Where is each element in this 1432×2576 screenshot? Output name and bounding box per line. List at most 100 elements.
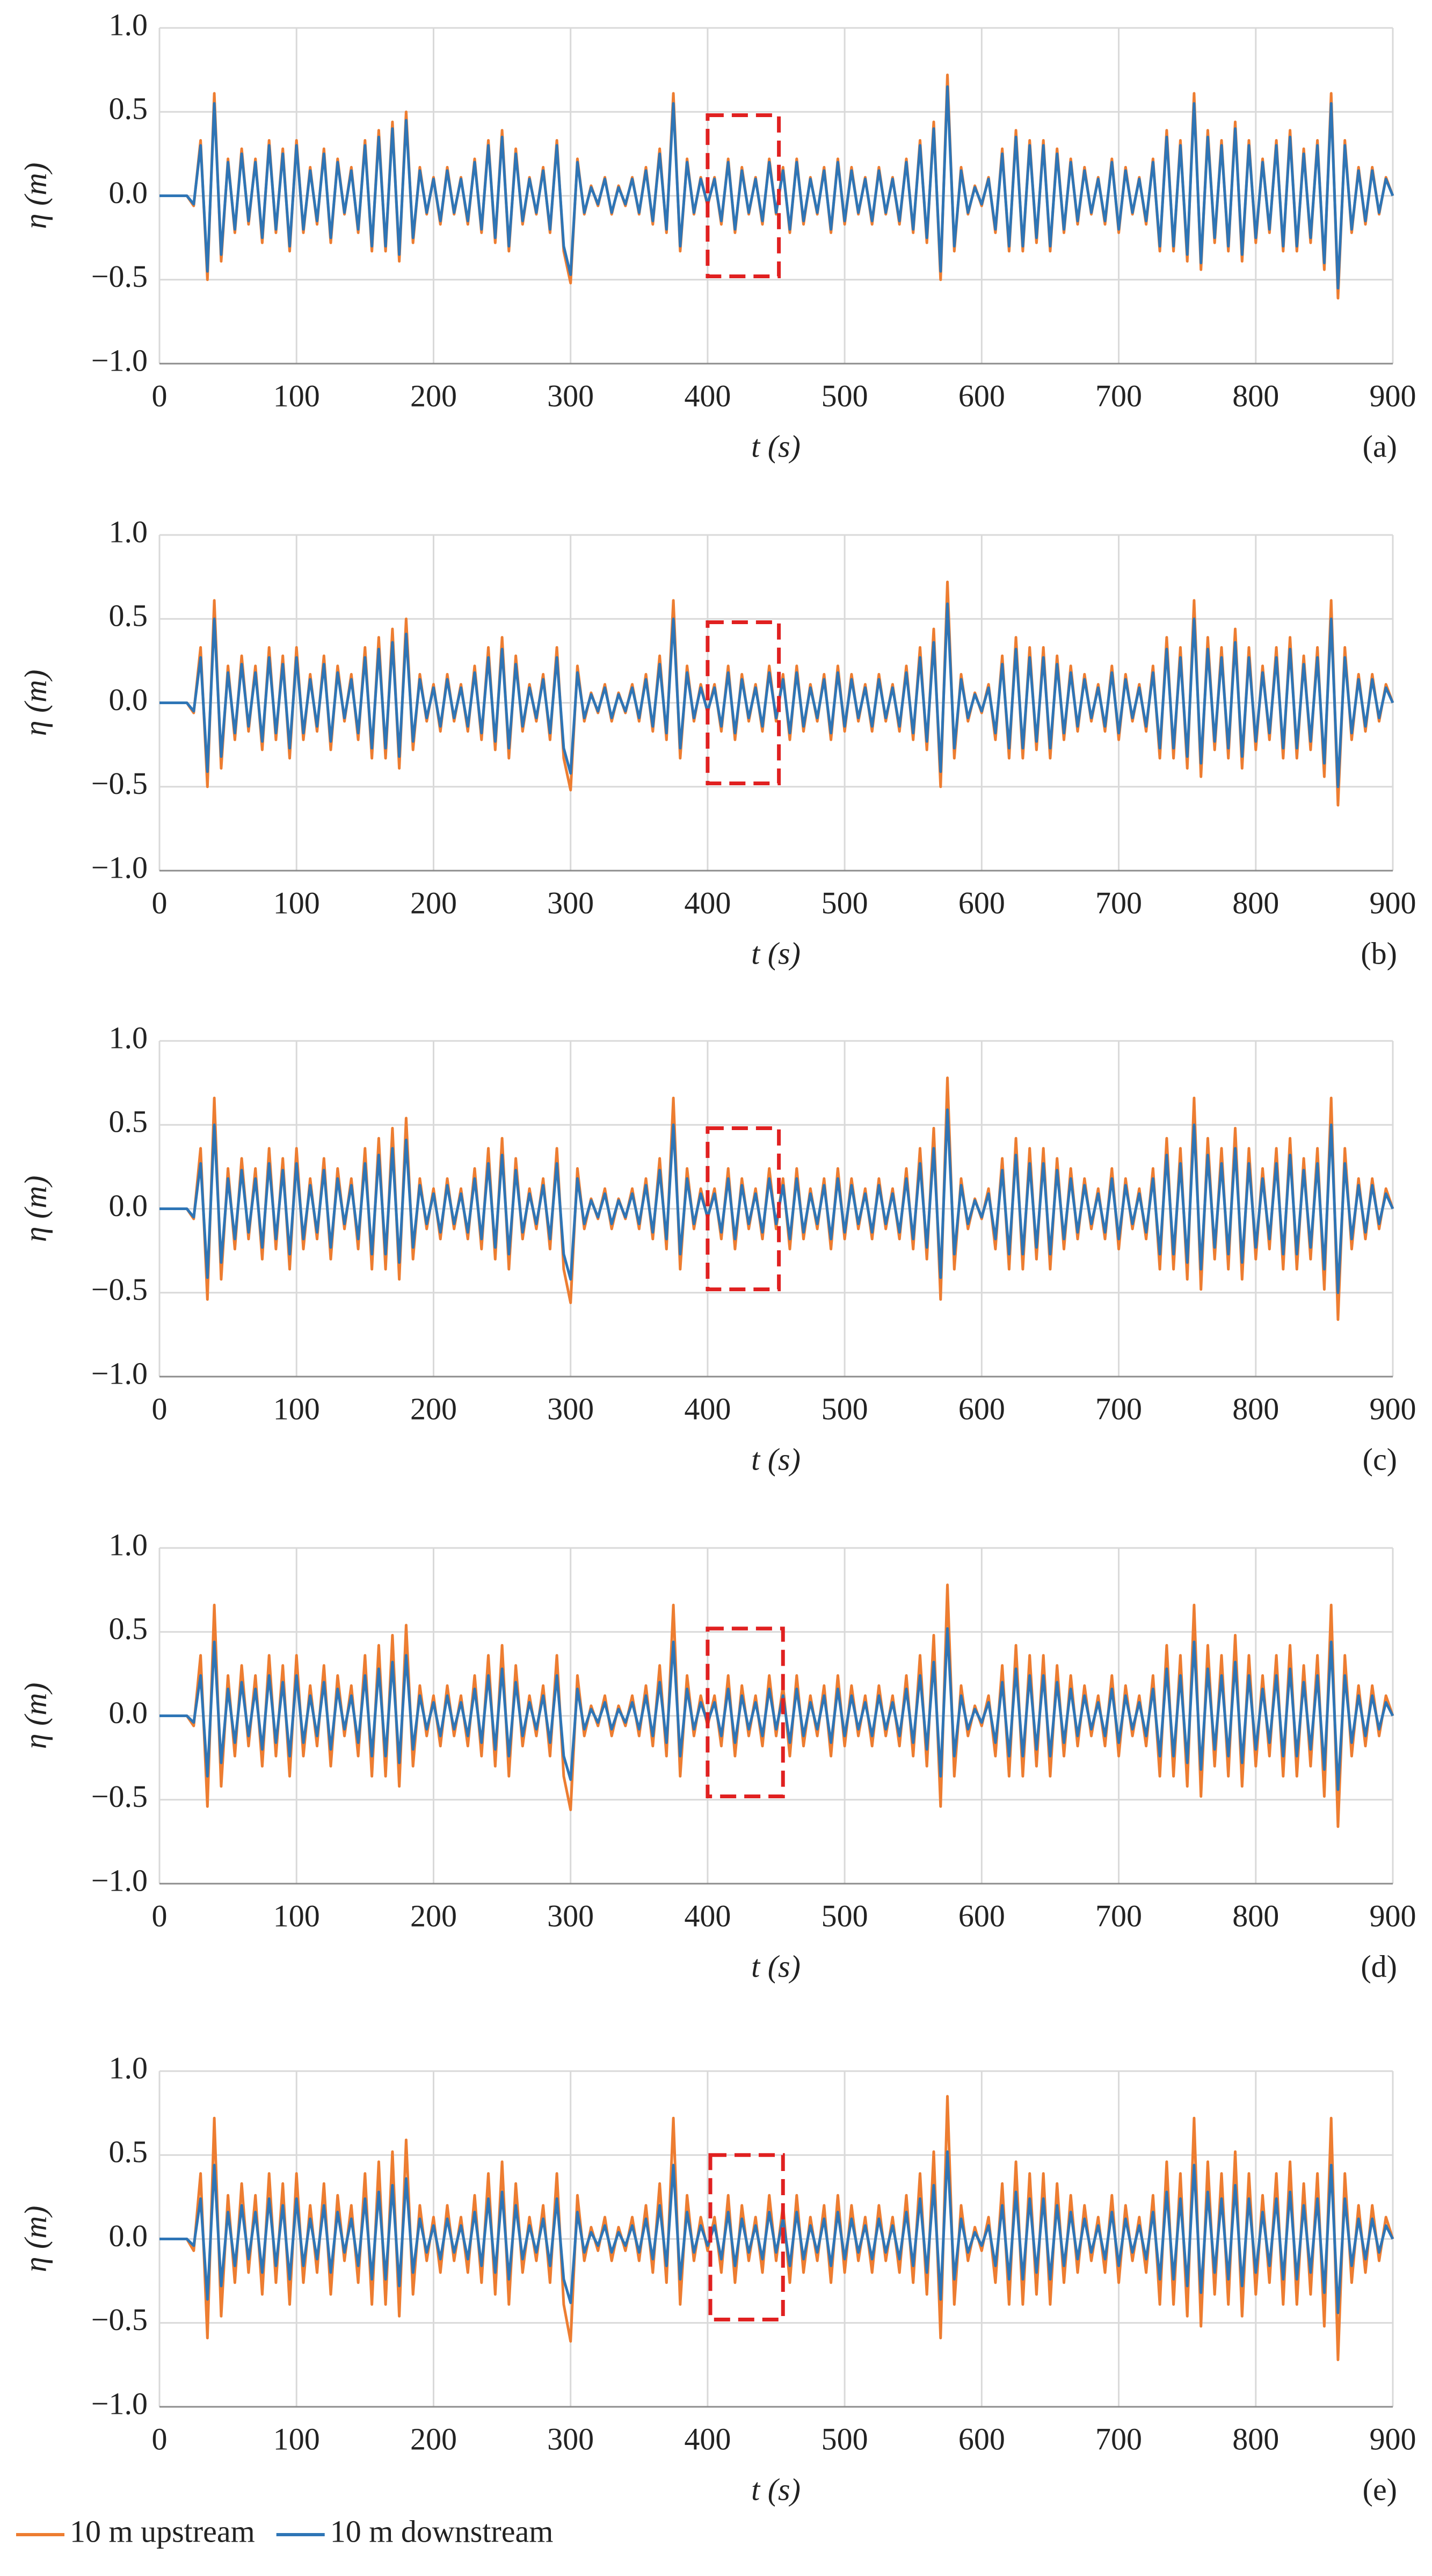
- panel-label: (e): [1363, 2472, 1397, 2507]
- y-axis-title: η (m): [18, 1176, 53, 1242]
- panel-label: (a): [1363, 429, 1397, 464]
- highlight-box: [706, 113, 781, 278]
- panel: −1.0 −0.5 0.0 0.5 1.0 0 100 200 300 400 500 600 700 8…: [18, 514, 1416, 971]
- x-tick-label: 0: [152, 378, 168, 413]
- series-line: [159, 85, 1394, 290]
- highlight-box: [706, 1626, 785, 1798]
- x-tick-label: 700: [1095, 1391, 1142, 1426]
- y-tick-label: 0.5: [109, 1611, 148, 1646]
- y-tick-label: 0.5: [109, 91, 148, 126]
- y-tick-label: 0.0: [109, 1188, 148, 1223]
- x-tick-label: 0: [152, 885, 168, 920]
- x-tick-label: 400: [684, 1391, 731, 1426]
- highlight-box: [708, 2153, 785, 2321]
- y-tick-label: 1.0: [109, 1527, 148, 1562]
- x-tick-label: 600: [958, 2421, 1005, 2456]
- x-tick-label: 700: [1095, 2421, 1142, 2456]
- x-tick-label: 200: [410, 378, 457, 413]
- panel: −1.0 −0.5 0.0 0.5 1.0 0 100 200 300 400 500 600 700 8…: [18, 7, 1416, 464]
- x-tick-label: 700: [1095, 378, 1142, 413]
- x-tick-label: 200: [410, 1391, 457, 1426]
- x-tick-label: 0: [152, 2421, 168, 2456]
- y-tick-label: −1.0: [91, 1863, 148, 1898]
- y-tick-label: 0.5: [109, 1104, 148, 1139]
- x-tick-label: 500: [822, 378, 868, 413]
- y-axis-title: η (m): [18, 1683, 53, 1749]
- series-line: [159, 74, 1394, 300]
- x-axis-title: t (s): [751, 1949, 801, 1984]
- y-axis-title: η (m): [18, 670, 53, 736]
- x-tick-label: 500: [822, 2421, 868, 2456]
- x-tick-label: 100: [273, 378, 320, 413]
- series-line: [159, 1076, 1394, 1321]
- y-tick-label: 0.0: [109, 1695, 148, 1730]
- panel-label: (b): [1361, 936, 1397, 971]
- x-tick-label: 100: [273, 2421, 320, 2456]
- y-tick-label: −0.5: [91, 2302, 148, 2337]
- y-tick-label: −1.0: [91, 343, 148, 378]
- panel: −1.0 −0.5 0.0 0.5 1.0 0 100 200 300 400 500 600 700 8…: [18, 1020, 1416, 1477]
- y-tick-label: 0.5: [109, 2134, 148, 2169]
- y-tick-label: 0.5: [109, 598, 148, 633]
- series-line: [159, 1583, 1394, 1828]
- x-tick-label: 0: [152, 1898, 168, 1933]
- y-tick-label: −0.5: [91, 766, 148, 801]
- highlight-box: [706, 1126, 781, 1291]
- y-axis-title: η (m): [18, 2206, 53, 2273]
- x-tick-label: 400: [684, 1898, 731, 1933]
- x-tick-label: 600: [958, 885, 1005, 920]
- x-tick-label: 600: [958, 1391, 1005, 1426]
- x-tick-label: 300: [547, 885, 594, 920]
- y-axis-title: η (m): [18, 163, 53, 229]
- x-tick-label: 900: [1370, 885, 1416, 920]
- x-tick-label: 900: [1370, 378, 1416, 413]
- x-tick-label: 300: [547, 378, 594, 413]
- x-axis-title: t (s): [751, 1442, 801, 1477]
- panel: −1.0 −0.5 0.0 0.5 1.0 0 100 200 300 400 500 600 700 8…: [18, 1527, 1416, 1984]
- x-tick-label: 500: [822, 885, 868, 920]
- y-tick-label: 1.0: [109, 1020, 148, 1055]
- y-tick-label: −1.0: [91, 1356, 148, 1391]
- x-tick-label: 0: [152, 1391, 168, 1426]
- panel: −1.0 −0.5 0.0 0.5 1.0 0 100 200 300 400 500 600 700 8…: [16, 2050, 1416, 2549]
- x-tick-label: 900: [1370, 2421, 1416, 2456]
- x-tick-label: 100: [273, 1391, 320, 1426]
- y-tick-label: −0.5: [91, 1779, 148, 1814]
- x-tick-label: 600: [958, 1898, 1005, 1933]
- x-tick-label: 700: [1095, 885, 1142, 920]
- x-tick-label: 100: [273, 1898, 320, 1933]
- series-line: [159, 1627, 1394, 1791]
- x-tick-label: 800: [1232, 885, 1279, 920]
- x-tick-label: 800: [1232, 378, 1279, 413]
- x-tick-label: 100: [273, 885, 320, 920]
- x-tick-label: 800: [1232, 2421, 1279, 2456]
- x-tick-label: 400: [684, 2421, 731, 2456]
- legend-label: 10 m upstream: [70, 2514, 255, 2549]
- x-tick-label: 900: [1370, 1898, 1416, 1933]
- x-tick-label: 800: [1232, 1391, 1279, 1426]
- series-line: [159, 2095, 1394, 2361]
- x-axis-title: t (s): [751, 429, 801, 464]
- panel-label: (c): [1363, 1442, 1397, 1477]
- x-tick-label: 700: [1095, 1898, 1142, 1933]
- highlight-box: [706, 620, 781, 785]
- x-axis-title: t (s): [751, 936, 801, 971]
- x-tick-label: 400: [684, 378, 731, 413]
- x-tick-label: 500: [822, 1391, 868, 1426]
- series-line: [159, 2150, 1394, 2314]
- series-line: [159, 1108, 1394, 1294]
- y-tick-label: 0.0: [109, 175, 148, 210]
- y-tick-label: 1.0: [109, 7, 148, 42]
- y-tick-label: −0.5: [91, 259, 148, 294]
- y-tick-label: 1.0: [109, 514, 148, 549]
- x-tick-label: 900: [1370, 1391, 1416, 1426]
- series-line: [159, 602, 1394, 788]
- y-tick-label: −1.0: [91, 850, 148, 885]
- x-tick-label: 200: [410, 885, 457, 920]
- x-tick-label: 600: [958, 378, 1005, 413]
- y-tick-label: 0.0: [109, 2218, 148, 2253]
- x-tick-label: 200: [410, 2421, 457, 2456]
- panel-label: (d): [1361, 1949, 1397, 1984]
- y-tick-label: −1.0: [91, 2386, 148, 2421]
